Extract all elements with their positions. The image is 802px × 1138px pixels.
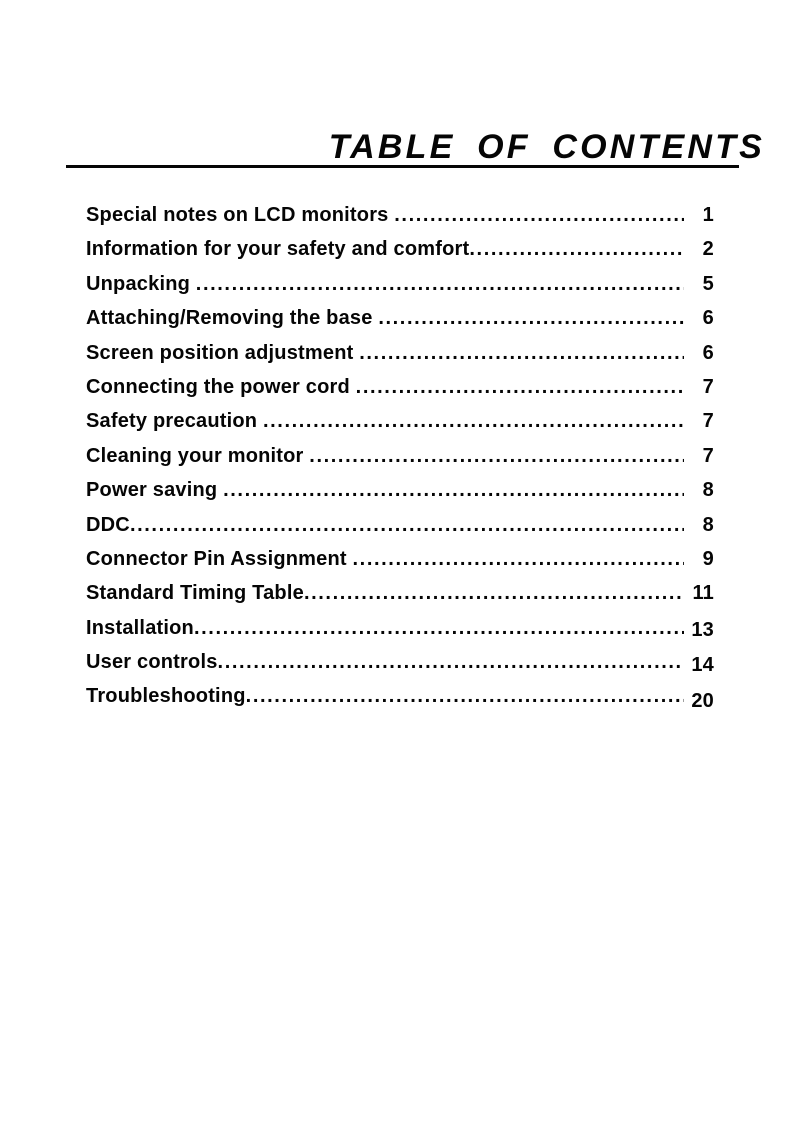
dot-leader [353, 542, 684, 576]
toc-entry-label: Connector Pin Assignment [86, 547, 353, 570]
dot-leader [223, 473, 684, 507]
dot-leader [394, 198, 684, 232]
toc-entry: Special notes on LCD monitors 1 [86, 198, 714, 232]
toc-entry-page: 7 [702, 375, 714, 398]
toc-entry: Connecting the power cord 7 [86, 370, 714, 404]
toc-entry: Unpacking 5 [86, 267, 714, 301]
toc-entry: Installation 13 [86, 611, 714, 645]
dot-leader [359, 336, 684, 370]
toc-entry-label: Cleaning your monitor [86, 444, 310, 467]
dot-leader [194, 611, 684, 645]
toc-entry-page: 9 [702, 547, 714, 570]
toc-entry-page: 6 [702, 307, 714, 330]
title-underline [66, 165, 739, 168]
toc-entry-label: Power saving [86, 479, 224, 502]
toc-entry: Troubleshooting 20 [86, 679, 714, 713]
toc-entry-page: 1 [702, 204, 714, 226]
toc-entry: Attaching/Removing the base 6 [86, 301, 714, 335]
toc-entry-label: Connecting the power cord [86, 375, 356, 398]
toc-entry-page: 20 [691, 690, 714, 713]
dot-leader [263, 404, 684, 438]
toc-entry-label: Installation [86, 616, 194, 639]
dot-leader [218, 645, 684, 679]
dot-leader [309, 439, 684, 473]
dot-leader [356, 370, 684, 404]
toc-entry: User controls 14 [86, 645, 714, 679]
toc-entry-label: Troubleshooting [86, 685, 246, 708]
toc-entry: Connector Pin Assignment 9 [86, 542, 714, 576]
toc-entry-page: 6 [702, 341, 714, 364]
dot-leader [378, 301, 684, 335]
toc-entry-label: Standard Timing Table [86, 582, 304, 605]
dot-leader [304, 576, 684, 610]
toc-entry: Power saving 8 [86, 473, 714, 507]
toc-entry-page: 13 [691, 618, 714, 641]
toc-entry-page: 11 [692, 582, 714, 605]
toc-entry-label: Screen position adjustment [86, 341, 360, 364]
toc-entry-page: 2 [702, 238, 714, 261]
toc-entry: Standard Timing Table 11 [86, 576, 714, 610]
page-title: TABLE OF CONTENTS [328, 128, 765, 166]
toc-entry-page: 5 [702, 272, 714, 295]
toc-entry-page: 8 [702, 479, 714, 502]
dot-leader [196, 267, 684, 301]
toc-entry: Safety precaution 7 [86, 404, 714, 438]
toc-entry-page: 7 [702, 444, 714, 467]
toc-entry: Screen position adjustment 6 [86, 336, 714, 370]
table-of-contents: Special notes on LCD monitors 1 Informat… [86, 198, 714, 714]
toc-entry-page: 14 [691, 654, 714, 677]
toc-entry-label: Unpacking [86, 272, 196, 295]
toc-entry-label: User controls [86, 651, 218, 674]
toc-entry-label: DDC [86, 513, 130, 536]
toc-entry: Information for your safety and comfort … [86, 232, 714, 266]
toc-entry-label: Attaching/Removing the base [86, 307, 379, 330]
toc-entry-label: Information for your safety and comfort [86, 238, 470, 261]
dot-leader [130, 508, 684, 542]
dot-leader [469, 232, 684, 266]
dot-leader [246, 679, 684, 713]
toc-entry-label: Special notes on LCD monitors [86, 204, 395, 226]
toc-entry-label: Safety precaution [86, 410, 263, 433]
toc-entry-page: 7 [702, 410, 714, 433]
toc-entry: DDC 8 [86, 508, 714, 542]
toc-entry-page: 8 [702, 513, 714, 536]
toc-entry: Cleaning your monitor 7 [86, 439, 714, 473]
